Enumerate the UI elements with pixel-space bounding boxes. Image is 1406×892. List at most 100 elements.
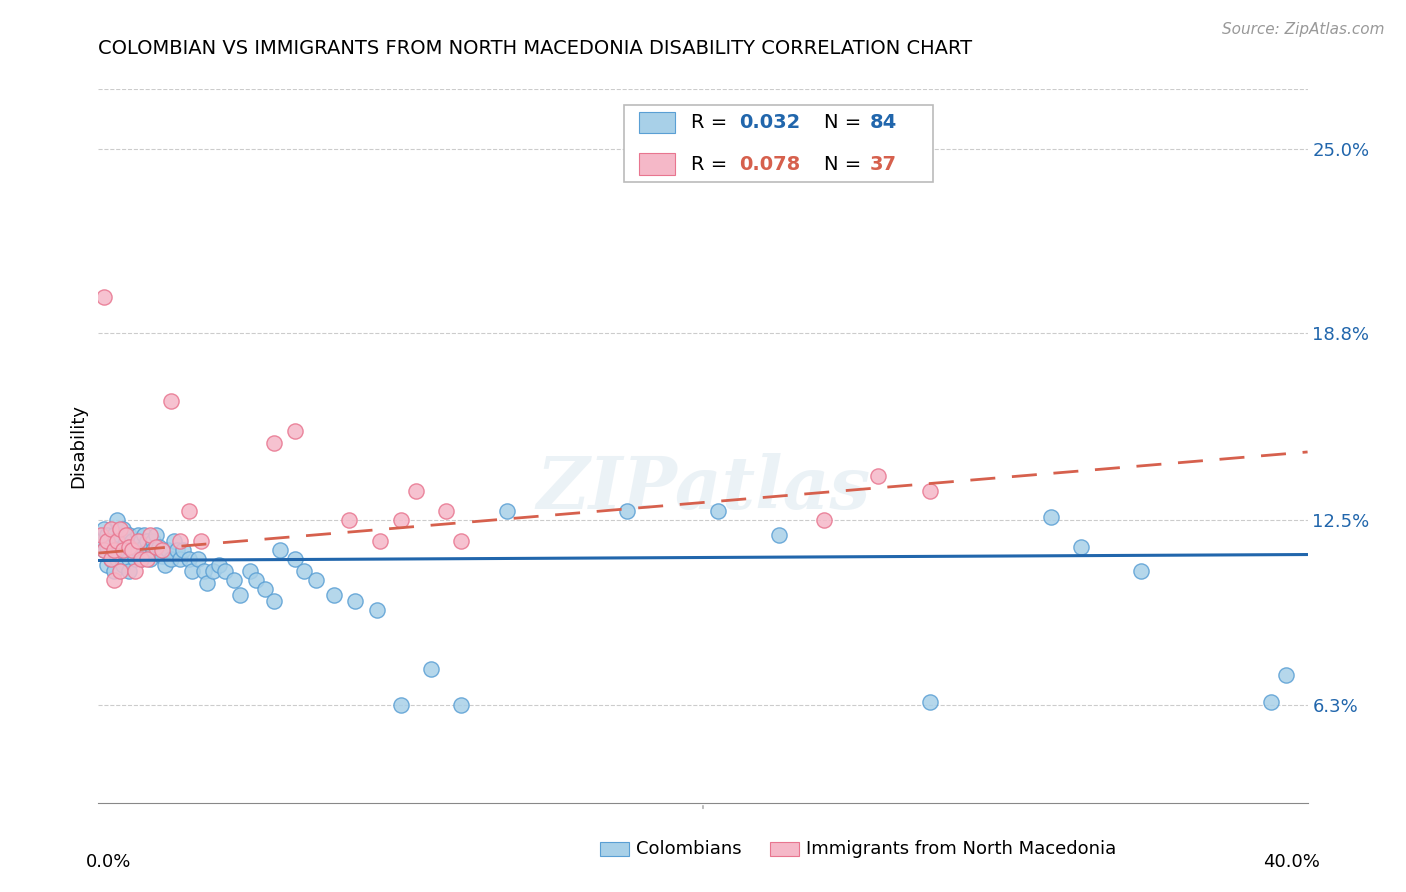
Point — [121, 543, 143, 558]
Point — [918, 483, 941, 498]
Point — [195, 575, 218, 590]
Point — [127, 534, 149, 549]
Point — [121, 543, 143, 558]
Point — [135, 552, 157, 566]
Point — [366, 602, 388, 616]
Point — [284, 424, 307, 438]
Point — [103, 543, 125, 558]
Point — [90, 528, 112, 542]
Point — [100, 534, 122, 549]
Point — [111, 540, 134, 554]
Point — [118, 540, 141, 554]
Text: R =: R = — [690, 113, 734, 132]
Point — [495, 504, 517, 518]
Point — [190, 534, 212, 549]
Point — [707, 504, 730, 518]
Point — [124, 564, 146, 578]
Point — [214, 564, 236, 578]
Point — [96, 540, 118, 554]
Point — [124, 540, 146, 554]
Point — [93, 522, 115, 536]
Point — [163, 534, 186, 549]
Point — [305, 573, 328, 587]
Point — [918, 695, 941, 709]
Point — [100, 552, 122, 566]
Point — [132, 540, 155, 554]
Point — [292, 564, 315, 578]
Point — [127, 543, 149, 558]
Text: 37: 37 — [870, 154, 897, 174]
Text: N =: N = — [824, 154, 868, 174]
Point — [389, 698, 412, 712]
Point — [111, 522, 134, 536]
Point — [813, 513, 835, 527]
Point — [166, 543, 188, 558]
Point — [208, 558, 231, 572]
Point — [150, 543, 173, 558]
Point — [90, 534, 112, 549]
Text: ZIPatlas: ZIPatlas — [536, 453, 870, 524]
Point — [269, 543, 291, 558]
Point — [253, 582, 276, 596]
Point — [868, 468, 890, 483]
Point — [368, 534, 391, 549]
Point — [172, 543, 194, 558]
Point — [108, 522, 131, 536]
Point — [169, 534, 191, 549]
FancyBboxPatch shape — [624, 105, 932, 182]
Point — [96, 558, 118, 572]
Point — [103, 564, 125, 578]
Point — [96, 528, 118, 542]
Point — [1130, 564, 1153, 578]
Point — [389, 513, 412, 527]
Point — [111, 543, 134, 558]
Point — [145, 528, 167, 542]
Point — [1260, 695, 1282, 709]
Point — [129, 534, 152, 549]
Text: N =: N = — [824, 113, 868, 132]
Point — [450, 534, 472, 549]
Point — [193, 564, 215, 578]
Text: COLOMBIAN VS IMMIGRANTS FROM NORTH MACEDONIA DISABILITY CORRELATION CHART: COLOMBIAN VS IMMIGRANTS FROM NORTH MACED… — [98, 39, 973, 58]
Point — [187, 552, 209, 566]
Point — [145, 540, 167, 554]
Y-axis label: Disability: Disability — [69, 404, 87, 488]
Point — [118, 564, 141, 578]
Point — [177, 504, 201, 518]
FancyBboxPatch shape — [638, 112, 675, 134]
Point — [93, 543, 115, 558]
Point — [93, 543, 115, 558]
Point — [405, 483, 427, 498]
Point — [100, 522, 122, 536]
Point — [156, 543, 179, 558]
Point — [139, 552, 162, 566]
Point — [121, 534, 143, 549]
Point — [139, 528, 162, 542]
Point — [124, 552, 146, 566]
Point — [127, 528, 149, 542]
Point — [114, 528, 136, 542]
Point — [616, 504, 638, 518]
Point — [153, 558, 176, 572]
Text: Source: ZipAtlas.com: Source: ZipAtlas.com — [1222, 22, 1385, 37]
Point — [93, 290, 115, 304]
Point — [114, 534, 136, 549]
Point — [1275, 668, 1298, 682]
Point — [419, 662, 441, 676]
Point — [181, 564, 204, 578]
Text: Colombians: Colombians — [637, 840, 742, 858]
Point — [239, 564, 262, 578]
Point — [108, 534, 131, 549]
Point — [118, 552, 141, 566]
Point — [108, 549, 131, 563]
Text: 40.0%: 40.0% — [1263, 853, 1320, 871]
Point — [114, 543, 136, 558]
Point — [108, 564, 131, 578]
Point — [103, 573, 125, 587]
Point — [103, 528, 125, 542]
Point — [1039, 510, 1062, 524]
FancyBboxPatch shape — [769, 842, 799, 856]
Point — [142, 534, 165, 549]
Text: 84: 84 — [870, 113, 897, 132]
Text: 0.078: 0.078 — [740, 154, 800, 174]
